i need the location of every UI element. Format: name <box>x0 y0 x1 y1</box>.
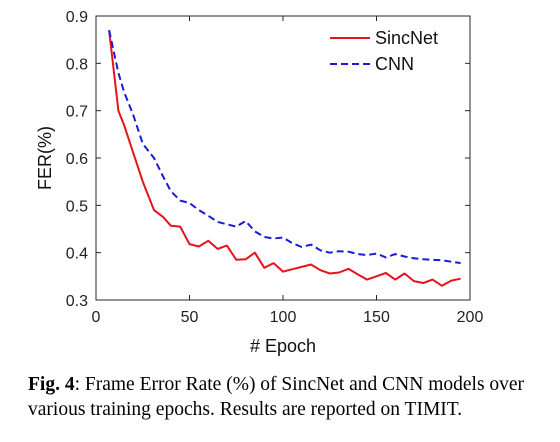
y-tick-label: 0.6 <box>66 151 88 168</box>
y-tick-label: 0.9 <box>66 9 88 26</box>
y-tick-label: 0.4 <box>66 246 88 263</box>
series-line-cnn <box>108 29 461 265</box>
x-tick-label: 50 <box>181 309 199 326</box>
y-tick-label: 0.8 <box>66 56 88 73</box>
x-tick-label: 200 <box>457 309 484 326</box>
y-axis-label: FER(%) <box>35 126 55 190</box>
x-tick-label: 0 <box>92 309 101 326</box>
y-tick-label: 0.3 <box>66 293 88 310</box>
x-axis-label: # Epoch <box>250 336 316 356</box>
legend-label-cnn: CNN <box>375 54 414 74</box>
y-tick-label: 0.5 <box>66 198 88 215</box>
caption-label: Fig. 4 <box>28 374 75 395</box>
x-tick-label: 150 <box>363 309 390 326</box>
caption-text: : Frame Error Rate (%) of SincNet and CN… <box>28 374 525 420</box>
x-tick-label: 100 <box>270 309 297 326</box>
y-tick-label: 0.7 <box>66 104 88 121</box>
fer-line-chart: 0 50 100 150 200 0.3 0.4 0.5 0.6 0.7 0.8 0.9 # Epoc… <box>35 9 484 356</box>
legend: SincNet CNN <box>330 28 438 74</box>
series-line-sincnet <box>108 30 461 287</box>
figure-caption: Fig. 4: Frame Error Rate (%) of SincNet … <box>28 372 548 422</box>
legend-label-sincnet: SincNet <box>375 28 438 48</box>
